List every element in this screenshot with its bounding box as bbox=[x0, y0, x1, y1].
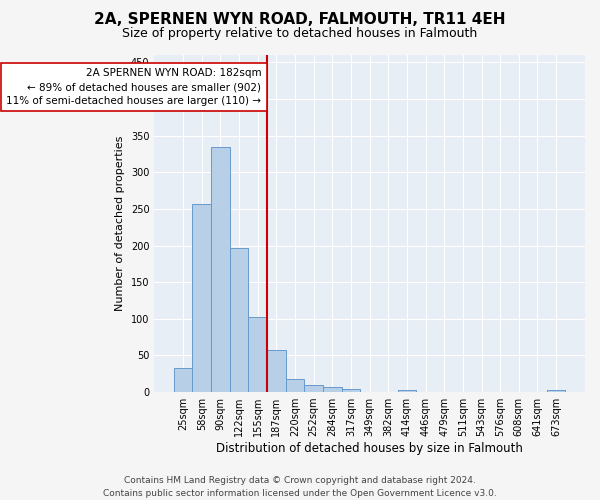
X-axis label: Distribution of detached houses by size in Falmouth: Distribution of detached houses by size … bbox=[216, 442, 523, 455]
Bar bbox=[174, 368, 193, 392]
Text: 2A, SPERNEN WYN ROAD, FALMOUTH, TR11 4EH: 2A, SPERNEN WYN ROAD, FALMOUTH, TR11 4EH bbox=[94, 12, 506, 28]
Bar bbox=[211, 146, 230, 392]
Text: Contains HM Land Registry data © Crown copyright and database right 2024.
Contai: Contains HM Land Registry data © Crown c… bbox=[103, 476, 497, 498]
Bar bbox=[248, 316, 267, 392]
Text: 2A SPERNEN WYN ROAD: 182sqm
← 89% of detached houses are smaller (902)
11% of se: 2A SPERNEN WYN ROAD: 182sqm ← 89% of det… bbox=[7, 68, 262, 106]
Bar bbox=[341, 389, 361, 392]
Bar bbox=[193, 204, 211, 392]
Bar bbox=[547, 390, 565, 392]
Bar bbox=[230, 248, 248, 392]
Text: Size of property relative to detached houses in Falmouth: Size of property relative to detached ho… bbox=[122, 28, 478, 40]
Bar bbox=[304, 385, 323, 392]
Bar bbox=[286, 379, 304, 392]
Bar bbox=[267, 350, 286, 392]
Bar bbox=[323, 387, 341, 392]
Bar bbox=[398, 390, 416, 392]
Y-axis label: Number of detached properties: Number of detached properties bbox=[115, 136, 125, 311]
